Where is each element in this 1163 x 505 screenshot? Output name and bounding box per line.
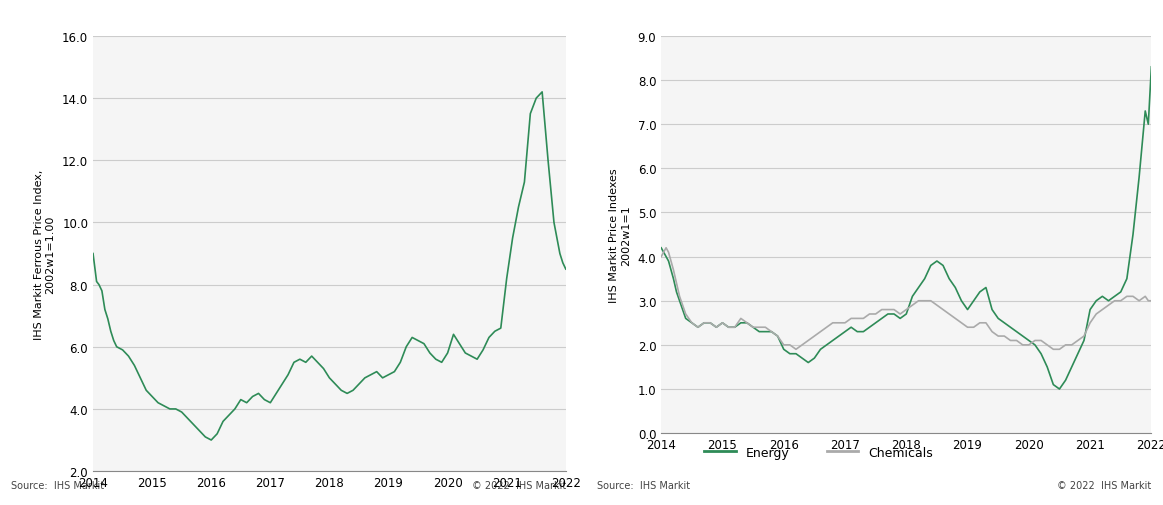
Y-axis label: IHS Markit Price Indexes
2002w1=1: IHS Markit Price Indexes 2002w1=1 [609,168,630,302]
Text: Source:  IHS Markit: Source: IHS Markit [12,480,105,490]
Text: © 2022  IHS Markit: © 2022 IHS Markit [472,480,566,490]
Legend: Energy, Chemicals: Energy, Chemicals [699,441,939,464]
Text: © 2022  IHS Markit: © 2022 IHS Markit [1057,480,1151,490]
Text: Ferrous prices: Ferrous prices [13,14,131,29]
Y-axis label: IHS Markit Ferrous Price Index,
2002w1=1.00: IHS Markit Ferrous Price Index, 2002w1=1… [34,169,55,339]
Text: Source:  IHS Markit: Source: IHS Markit [597,480,690,490]
Text: Energy and chemicals: Energy and chemicals [598,14,779,29]
